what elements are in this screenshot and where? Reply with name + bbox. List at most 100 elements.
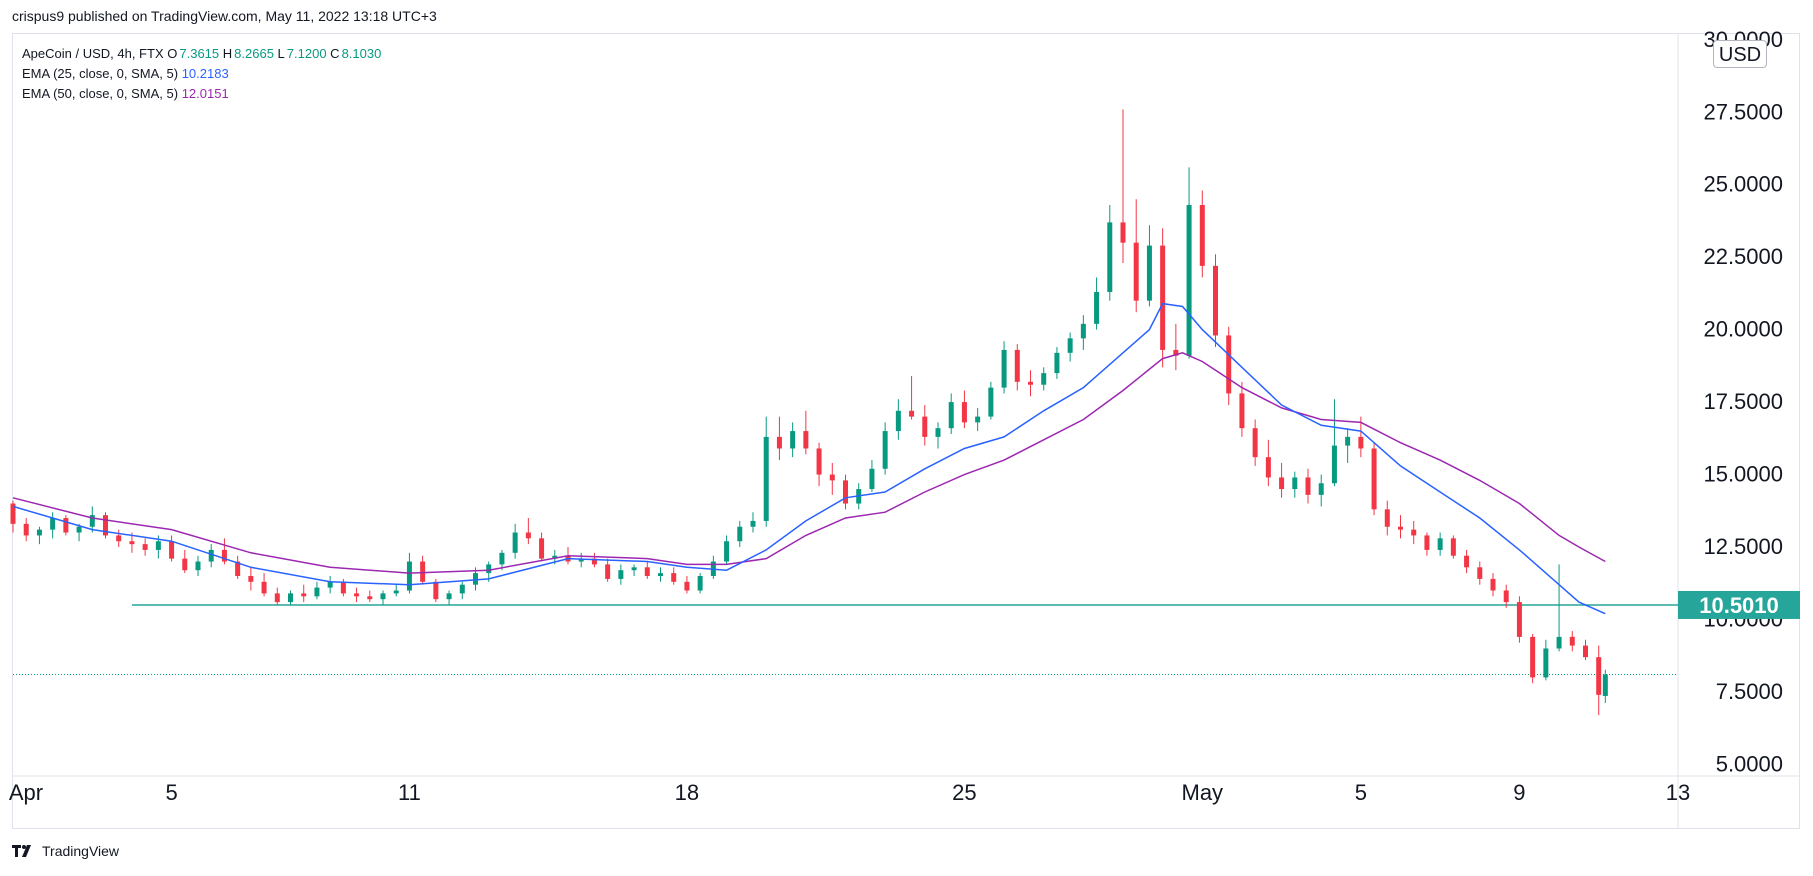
candle-body bbox=[1556, 636, 1562, 649]
footer-brand-label: TradingView bbox=[42, 843, 120, 859]
candle-body bbox=[1305, 477, 1311, 495]
candle-body bbox=[1028, 381, 1033, 385]
candle-body bbox=[10, 503, 16, 524]
candle-body bbox=[658, 573, 663, 577]
candle-body bbox=[76, 526, 82, 533]
candle-body bbox=[433, 581, 439, 600]
y-tick-label: 20.0000 bbox=[1703, 317, 1783, 342]
candle-body bbox=[274, 593, 280, 603]
x-tick-label: 5 bbox=[1355, 780, 1367, 805]
legend-ohlc-row: ApeCoin / USD, 4h, FTX O 7.3615 H 8.2665 L… bbox=[22, 44, 381, 64]
legend-ema25-value: 10.2183 bbox=[181, 66, 229, 81]
footer-brand[interactable]: TradingView bbox=[12, 843, 119, 859]
x-tick-label: 18 bbox=[675, 780, 699, 805]
candle-body bbox=[1133, 242, 1139, 301]
candle-body bbox=[1041, 373, 1047, 385]
candle-body bbox=[116, 535, 122, 542]
candle-body bbox=[182, 558, 188, 571]
candle-body bbox=[1054, 352, 1060, 374]
candle-body bbox=[869, 468, 875, 490]
candle-body bbox=[1543, 648, 1549, 678]
legend-open-label: O bbox=[167, 46, 178, 61]
legend-symbol[interactable]: ApeCoin / USD, 4h, FTX bbox=[22, 46, 164, 61]
candle-body bbox=[142, 544, 148, 550]
candle-body bbox=[288, 593, 293, 603]
candle-body bbox=[1477, 567, 1483, 579]
candle-body bbox=[486, 564, 492, 574]
candle-body bbox=[1424, 535, 1430, 550]
legend-ema50-row[interactable]: EMA (50, close, 0, SMA, 5) 12.0151 bbox=[22, 84, 381, 104]
candle-body bbox=[340, 581, 346, 594]
candle-body bbox=[909, 410, 915, 417]
candle-body bbox=[697, 576, 703, 591]
candle-body bbox=[499, 552, 505, 565]
candle-body bbox=[1279, 477, 1285, 490]
currency-badge[interactable]: USD bbox=[1713, 40, 1767, 68]
candle-body bbox=[1530, 636, 1536, 678]
candle-body bbox=[36, 529, 42, 536]
candle-body bbox=[1358, 436, 1364, 449]
candle-body bbox=[1146, 245, 1152, 301]
y-tick-label: 5.0000 bbox=[1716, 751, 1783, 776]
candle-body bbox=[406, 561, 412, 591]
y-tick-label: 15.0000 bbox=[1703, 462, 1783, 487]
tradingview-logo-icon bbox=[12, 845, 31, 857]
candle-body bbox=[1602, 674, 1608, 696]
legend-close-label: C bbox=[330, 46, 340, 61]
candle-body bbox=[1265, 457, 1271, 478]
candle-body bbox=[327, 581, 333, 588]
ema25-line bbox=[12, 302, 1606, 615]
legend-low-label: L bbox=[277, 46, 285, 61]
candle-body bbox=[935, 428, 941, 437]
candle-body bbox=[843, 480, 848, 504]
candle-body bbox=[354, 593, 360, 597]
legend-open-value: 7.3615 bbox=[179, 46, 220, 61]
x-tick-label: Apr bbox=[9, 780, 43, 805]
candle-body bbox=[1411, 529, 1417, 536]
candle-body bbox=[314, 587, 320, 597]
candle-body bbox=[261, 581, 267, 594]
candle-body bbox=[23, 523, 29, 536]
candle-body bbox=[671, 573, 677, 582]
candle-body bbox=[1331, 445, 1337, 484]
candle-body bbox=[1596, 657, 1602, 695]
candle-body bbox=[1490, 578, 1496, 591]
candle-body bbox=[829, 474, 835, 481]
candle-body bbox=[882, 431, 888, 469]
candle-body bbox=[393, 590, 399, 594]
candle-body bbox=[103, 515, 108, 536]
candle-body bbox=[948, 402, 954, 429]
candle-body bbox=[1160, 245, 1166, 350]
candle-body bbox=[750, 520, 756, 527]
candle-body bbox=[1213, 265, 1218, 336]
candle-body bbox=[1371, 448, 1377, 510]
candle-body bbox=[724, 541, 730, 562]
candle-body bbox=[539, 538, 545, 559]
legend-ema25-row[interactable]: EMA (25, close, 0, SMA, 5) 10.2183 bbox=[22, 64, 381, 84]
ema50-line bbox=[12, 352, 1606, 574]
candle-body bbox=[1173, 349, 1179, 356]
candle-body bbox=[63, 518, 69, 533]
candle-body bbox=[816, 448, 822, 475]
candle-body bbox=[367, 596, 373, 600]
candle-body bbox=[525, 532, 531, 539]
candle-body bbox=[1199, 205, 1205, 266]
candle-body bbox=[473, 573, 478, 585]
candle-body bbox=[975, 416, 981, 423]
legend-ema25-label: EMA (25, close, 0, SMA, 5) bbox=[22, 66, 179, 81]
candle-body bbox=[552, 555, 558, 559]
candle-body bbox=[922, 416, 928, 437]
candle-body bbox=[1186, 205, 1192, 356]
chart-frame[interactable] bbox=[12, 33, 1800, 829]
chart-legend: ApeCoin / USD, 4h, FTX O 7.3615 H 8.2665 L… bbox=[22, 44, 381, 104]
candle-body bbox=[988, 387, 994, 417]
x-tick-label: May bbox=[1182, 780, 1224, 805]
candle-body bbox=[129, 541, 135, 545]
published-by-text: crispus9 published on TradingView.com, M… bbox=[12, 8, 437, 24]
y-tick-label: 12.5000 bbox=[1703, 534, 1783, 559]
candle-body bbox=[1292, 477, 1298, 490]
candle-body bbox=[195, 561, 201, 571]
legend-low-value: 7.1200 bbox=[286, 46, 327, 61]
candle-body bbox=[420, 561, 426, 582]
